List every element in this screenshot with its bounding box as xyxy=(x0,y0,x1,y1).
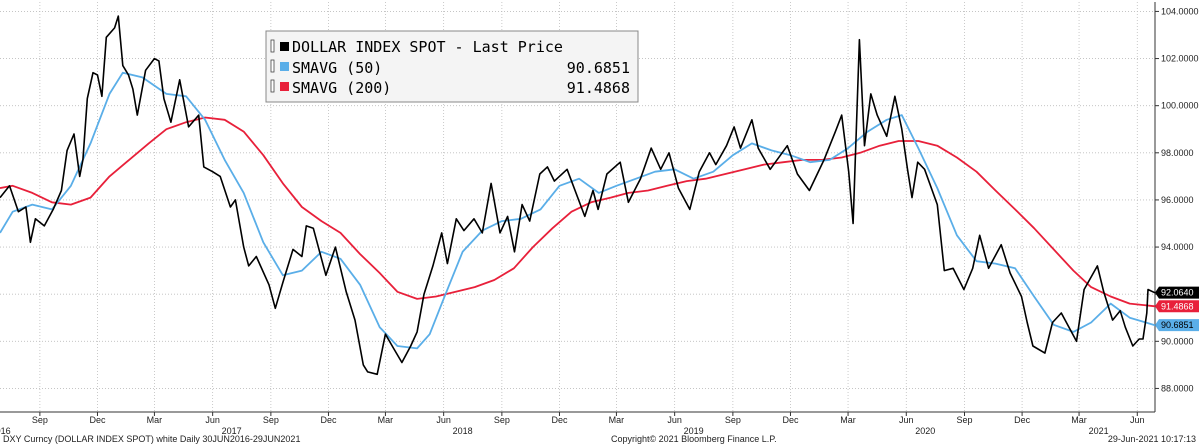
x-year-label: 2018 xyxy=(453,426,473,436)
x-month-label: Mar xyxy=(1071,415,1087,425)
legend-value: 91.4868 xyxy=(567,79,630,97)
x-year-label: 2016 xyxy=(0,426,11,436)
legend-item-sma50: SMAVG (50) 90.6851 xyxy=(270,59,630,77)
x-month-label: Sep xyxy=(956,415,972,425)
last-value-badge: 92.0640 xyxy=(1155,286,1199,299)
x-month-label: Dec xyxy=(551,415,568,425)
x-month-label: Sep xyxy=(725,415,741,425)
footer-timestamp: 29-Jun-2021 10:17:13 xyxy=(1108,434,1196,444)
legend-box xyxy=(265,30,639,103)
x-month-label: Dec xyxy=(89,415,106,425)
legend-value: 90.6851 xyxy=(567,59,630,77)
series-lines xyxy=(0,15,1156,376)
x-month-label: Jun xyxy=(205,415,220,425)
legend-marker-icon xyxy=(270,39,275,53)
x-month-label: Mar xyxy=(609,415,625,425)
series-line-sma200 xyxy=(0,116,1156,308)
y-tick-label: 88.0000 xyxy=(1161,383,1194,393)
x-month-label: Dec xyxy=(320,415,337,425)
legend-item-sma200: SMAVG (200) 91.4868 xyxy=(270,79,630,97)
legend-label: DOLLAR INDEX SPOT - Last Price xyxy=(292,38,563,56)
x-month-label: Jun xyxy=(667,415,682,425)
x-year-label: 2020 xyxy=(915,426,935,436)
x-month-label: Mar xyxy=(378,415,394,425)
x-month-label: Sep xyxy=(494,415,510,425)
legend-swatch xyxy=(280,62,289,71)
x-year-label: 2021 xyxy=(1089,426,1109,436)
legend-label: SMAVG (50) xyxy=(292,59,382,77)
legend: DOLLAR INDEX SPOT - Last Price SMAVG (50… xyxy=(265,30,639,103)
y-tick-label: 96.0000 xyxy=(1161,195,1194,205)
badge-shape xyxy=(1155,300,1199,313)
badge-label: 90.6851 xyxy=(1161,320,1194,330)
series-line-price xyxy=(0,15,1156,376)
footer-ticker: DXY Curncy (DOLLAR INDEX SPOT) white Dai… xyxy=(3,434,300,444)
y-tick-label: 104.0000 xyxy=(1161,6,1199,16)
last-value-badge: 90.6851 xyxy=(1155,319,1199,332)
legend-swatch xyxy=(280,42,289,51)
badge-shape xyxy=(1155,319,1199,332)
legend-swatch xyxy=(280,82,289,91)
legend-label: SMAVG (200) xyxy=(292,79,391,97)
x-month-label: Dec xyxy=(782,415,799,425)
badge-label: 92.0640 xyxy=(1161,288,1194,298)
x-month-label: Jun xyxy=(1130,415,1145,425)
last-value-badge: 91.4868 xyxy=(1155,300,1199,313)
badge-shape xyxy=(1155,286,1199,299)
x-month-label: Mar xyxy=(147,415,163,425)
y-tick-label: 90.0000 xyxy=(1161,336,1194,346)
x-year-label: 2017 xyxy=(222,426,242,436)
legend-marker-icon xyxy=(270,59,275,73)
x-month-label: Dec xyxy=(1014,415,1031,425)
x-month-label: Sep xyxy=(32,415,48,425)
legend-marker-icon xyxy=(270,79,275,93)
series-line-sma50 xyxy=(0,71,1156,350)
y-tick-label: 94.0000 xyxy=(1161,242,1194,252)
x-month-label: Mar xyxy=(840,415,856,425)
y-tick-label: 98.0000 xyxy=(1161,148,1194,158)
x-month-label: Jun xyxy=(899,415,914,425)
x-month-label: Sep xyxy=(263,415,279,425)
badge-label: 91.4868 xyxy=(1161,301,1194,311)
x-year-label: 2019 xyxy=(684,426,704,436)
last-value-badges: 92.0640 91.4868 90.6851 xyxy=(1155,286,1199,332)
footer: DXY Curncy (DOLLAR INDEX SPOT) white Dai… xyxy=(3,434,1196,444)
grid-lines xyxy=(0,2,1155,412)
y-tick-label: 102.0000 xyxy=(1161,54,1199,64)
footer-copyright: Copyright© 2021 Bloomberg Finance L.P. xyxy=(611,434,777,444)
legend-item-price: DOLLAR INDEX SPOT - Last Price xyxy=(270,38,563,56)
x-month-label: Jun xyxy=(436,415,451,425)
y-tick-label: 100.0000 xyxy=(1161,101,1199,111)
